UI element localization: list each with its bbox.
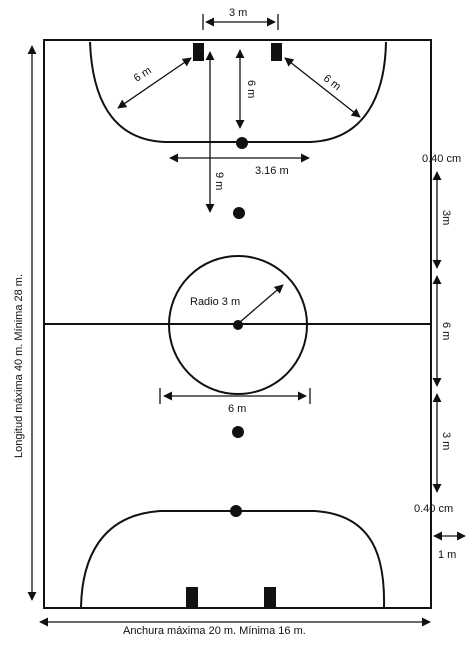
zone-3m-top-label: 3m — [440, 210, 452, 225]
width-label: Anchura máxima 20 m. Mínima 16 m. — [123, 625, 306, 637]
penalty-line-label: 3.16 m — [255, 165, 289, 177]
bottom-penalty-spot — [230, 505, 242, 517]
goal-width-label: 3 m — [229, 7, 247, 19]
bottom-second-penalty-spot — [232, 426, 244, 438]
area-radius-label-left: 6 m — [132, 65, 154, 85]
bottom-penalty-area — [80, 510, 386, 608]
penalty-distance-label: 6 m — [245, 80, 257, 98]
top-goal-post-left — [193, 43, 204, 61]
bottom-goal-post-left — [186, 587, 198, 607]
area-radius-label-right: 6 m — [321, 72, 343, 93]
sub-zone-top-label: 0.40 cm — [422, 153, 461, 165]
sub-zone-bottom-label: 0.40 cm — [414, 503, 453, 515]
second-penalty-label: 9 m — [213, 172, 225, 190]
center-radius-arrow — [239, 284, 284, 323]
top-penalty-spot — [236, 137, 248, 149]
outside-1m-label: 1 m — [438, 549, 456, 561]
area-radius-arrow-right — [284, 57, 361, 118]
top-second-penalty-spot — [233, 207, 245, 219]
area-radius-arrow-left — [117, 57, 192, 109]
zone-6m-label: 6 m — [440, 322, 452, 340]
bottom-goal-post-right — [264, 587, 276, 607]
length-label: Longitud máxima 40 m. Mínima 28 m. — [13, 274, 25, 458]
center-spot — [233, 320, 243, 330]
center-diameter-label: 6 m — [228, 403, 246, 415]
top-goal-post-right — [271, 43, 282, 61]
zone-3m-bottom-label: 3 m — [440, 432, 452, 450]
top-penalty-area — [89, 41, 387, 143]
center-radius-label: Radio 3 m — [190, 296, 240, 308]
